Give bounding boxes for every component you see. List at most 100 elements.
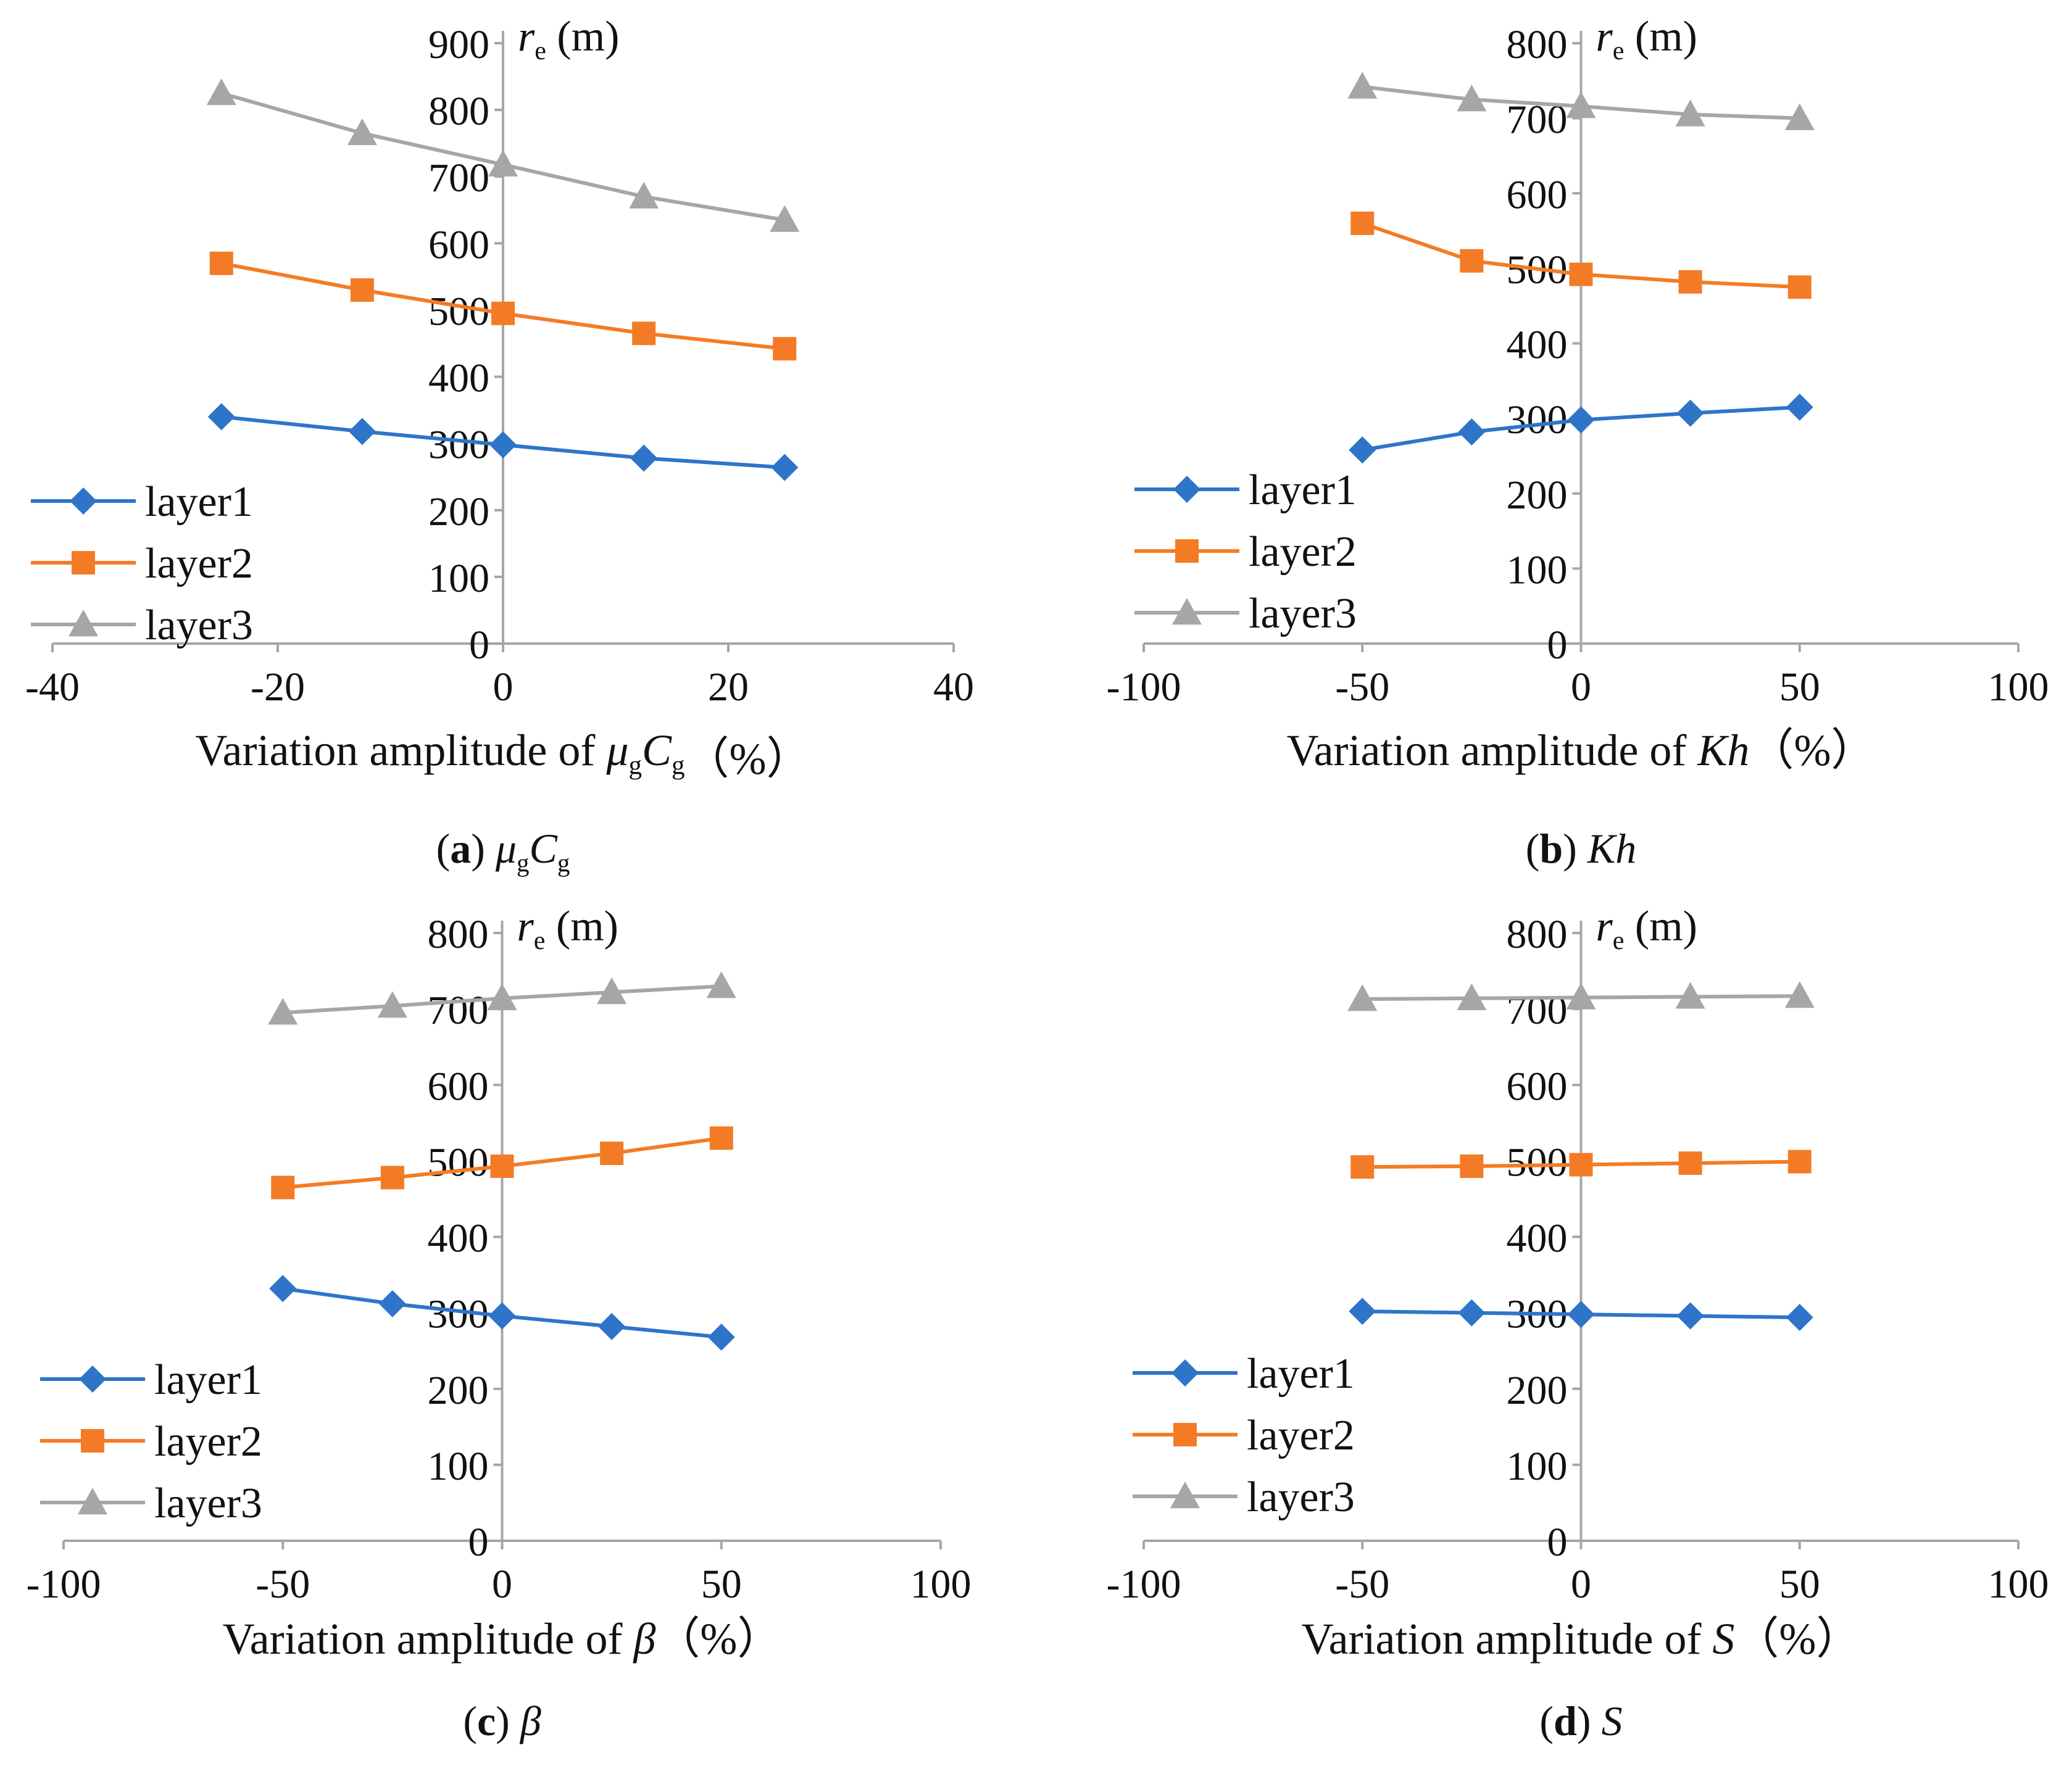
panel-caption-open: ( [436,825,451,872]
x-axis-title: Variation amplitude of Kh（%） [1287,726,1876,775]
y-tick-label: 100 [428,1444,489,1489]
series-layer3 [206,78,800,232]
panel-caption-mu: μ [495,825,517,872]
y-tick-label: 300 [428,423,489,468]
panel-caption-symbol: S [1602,1698,1623,1744]
data-point-layer3 [770,205,800,232]
y-tick-label: 100 [428,556,489,601]
data-point-layer1 [1786,393,1813,421]
data-point-layer1 [1458,418,1486,446]
y-tick-label: 100 [1507,1444,1568,1489]
y-tick-label: 800 [428,912,489,957]
y-axis-title: re (m) [517,903,618,955]
data-point-layer2 [209,251,233,275]
panel-caption-c: C [530,825,558,872]
data-point-layer1 [1349,1298,1376,1325]
data-point-layer3 [1347,984,1378,1011]
legend-marker-layer3 [69,610,98,637]
data-point-layer1 [488,1302,516,1330]
data-point-layer1 [1458,1299,1486,1327]
panel-caption-close: ) [1563,825,1587,872]
x-axis-title: Variation amplitude of μgCg（%） [196,726,811,784]
series-layer1 [1349,393,1813,464]
series-layer3 [1347,72,1815,130]
data-point-layer3 [706,971,736,998]
data-point-layer1 [269,1275,297,1303]
panel-caption: (b) Kh [1526,825,1637,872]
data-point-layer2 [709,1126,733,1150]
data-point-layer3 [1457,983,1487,1011]
data-point-layer2 [1678,270,1702,294]
data-point-layer2 [1569,1153,1593,1177]
x-axis-title: Variation amplitude of S（%） [1302,1614,1861,1664]
y-tick-label: 700 [428,988,489,1033]
x-axis-title-symbol: Kh [1697,726,1749,775]
y-axis-title-r: r [1596,903,1613,950]
series-layer2 [1350,1150,1812,1179]
panel-caption-sub-g2: g [557,848,570,877]
x-tick-label: 100 [1988,665,2049,710]
data-point-layer2 [1569,262,1593,286]
data-point-layer2 [1787,275,1812,299]
data-point-layer3 [1457,85,1487,112]
series-layer1 [269,1275,735,1351]
x-tick-label: 40 [933,665,974,710]
y-axis-title-sub-e: e [1613,927,1625,955]
x-tick-label: 0 [1571,1562,1591,1607]
data-point-layer1 [489,431,517,458]
x-tick-label: -50 [1335,1562,1389,1607]
panel-caption-letter: c [477,1698,496,1744]
y-tick-label: 0 [469,623,489,668]
x-axis-title-sub-g2: g [672,751,685,780]
panel-caption-open: ( [463,1698,477,1744]
data-point-layer2 [350,278,374,302]
y-tick-label: 500 [428,1140,489,1185]
data-point-layer2 [1460,1154,1484,1178]
legend-marker-layer3 [1170,1482,1200,1509]
y-tick-label: 600 [428,222,489,267]
legend-marker-layer1 [1171,1359,1199,1387]
legend-label-layer1: layer1 [154,1356,262,1404]
x-axis-title: Variation amplitude of β（%） [223,1614,782,1664]
y-tick-label: 800 [428,89,489,134]
data-point-layer1 [1786,1304,1813,1332]
data-point-layer2 [1460,249,1484,273]
legend-marker-layer2 [72,551,95,574]
y-axis-title-sub-e: e [535,37,546,65]
legend-label-layer2: layer2 [145,540,253,587]
panel-caption-sub-g1: g [517,848,530,877]
data-point-layer3 [1784,981,1815,1008]
legend-label-layer3: layer3 [1247,1474,1355,1521]
data-point-layer1 [630,444,658,472]
y-tick-label: 300 [1507,397,1568,442]
x-tick-label: -100 [27,1562,101,1607]
y-tick-label: 800 [1507,22,1568,67]
data-point-layer1 [1567,406,1595,434]
y-axis-title-unit: (m) [1624,903,1697,950]
data-point-layer3 [1566,982,1596,1009]
x-axis-title-sub-g1: g [628,751,642,780]
data-point-layer3 [377,991,407,1018]
legend-marker-layer1 [70,487,97,515]
x-tick-label: -100 [1107,1562,1181,1607]
data-point-layer3 [268,998,298,1025]
y-tick-label: 500 [428,289,489,334]
legend: layer1 layer2 layer3 [1134,466,1357,637]
series-layer3 [1347,981,1815,1011]
y-tick-label: 400 [428,356,489,401]
x-tick-label: 50 [1779,1562,1820,1607]
x-tick-label: -40 [25,665,80,710]
legend-label-layer3: layer3 [1249,590,1357,637]
y-tick-label: 0 [1547,1520,1568,1565]
x-axis-title-c: C [642,726,672,775]
data-point-layer1 [1676,399,1704,427]
data-point-layer2 [380,1166,404,1190]
x-axis-title-prefix: Variation amplitude of [1287,726,1698,775]
data-point-layer1 [1567,1301,1595,1329]
y-tick-label: 0 [1547,623,1568,668]
y-axis-title-unit: (m) [546,13,620,60]
